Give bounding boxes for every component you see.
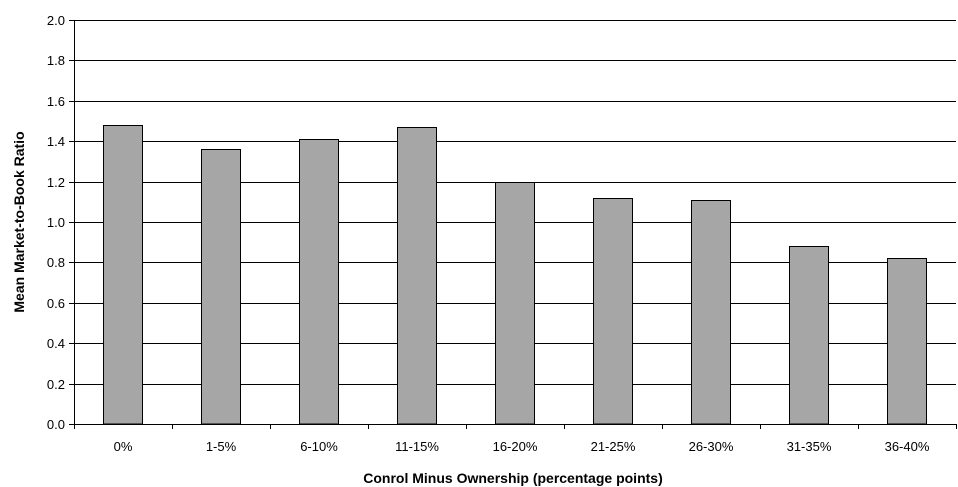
- y-tick-labels: 0.0 0.2 0.4 0.6 0.8 1.0 1.2 1.4 1.6 1.8 2.0: [47, 13, 65, 432]
- bar-0%: [103, 125, 143, 425]
- y-tick-label: 0.4: [47, 336, 65, 351]
- bar-21-25%: [593, 198, 633, 425]
- x-axis-title: Conrol Minus Ownership (percentage point…: [363, 470, 662, 486]
- x-tick-label: 31-35%: [787, 439, 832, 454]
- axes: [69, 20, 957, 429]
- x-tick-label: 11-15%: [395, 439, 439, 454]
- y-tick-label: 0.6: [47, 296, 65, 311]
- x-tick-label: 6-10%: [300, 439, 338, 454]
- bars: [103, 125, 927, 425]
- y-tick-label: 1.8: [47, 53, 65, 68]
- bar-11-15%: [397, 127, 437, 425]
- y-tick-label: 0.0: [47, 417, 65, 432]
- y-axis-title: Mean Market-to-Book Ratio: [11, 131, 27, 312]
- bar-26-30%: [691, 200, 731, 425]
- x-tick-label: 36-40%: [885, 439, 930, 454]
- x-tick-label: 16-20%: [493, 439, 538, 454]
- y-tick-label: 0.8: [47, 255, 65, 270]
- bar-16-20%: [495, 182, 535, 425]
- x-tick-label: 1-5%: [206, 439, 237, 454]
- y-tick-label: 1.4: [47, 134, 65, 149]
- bar-1-5%: [201, 149, 241, 425]
- y-tick-label: 0.2: [47, 377, 65, 392]
- x-tick-label: 26-30%: [689, 439, 734, 454]
- bar-31-35%: [789, 246, 829, 425]
- bar-6-10%: [299, 139, 339, 425]
- bar-36-40%: [887, 258, 927, 425]
- x-tick-label: 21-25%: [591, 439, 636, 454]
- y-tick-label: 1.2: [47, 175, 65, 190]
- x-tick-label: 0%: [114, 439, 133, 454]
- y-tick-label: 1.0: [47, 215, 65, 230]
- x-tick-labels: 0% 1-5% 6-10% 11-15% 16-20% 21-25% 26-30% 31-35…: [114, 439, 930, 454]
- y-tick-label: 1.6: [47, 94, 65, 109]
- y-tick-label: 2.0: [47, 13, 65, 28]
